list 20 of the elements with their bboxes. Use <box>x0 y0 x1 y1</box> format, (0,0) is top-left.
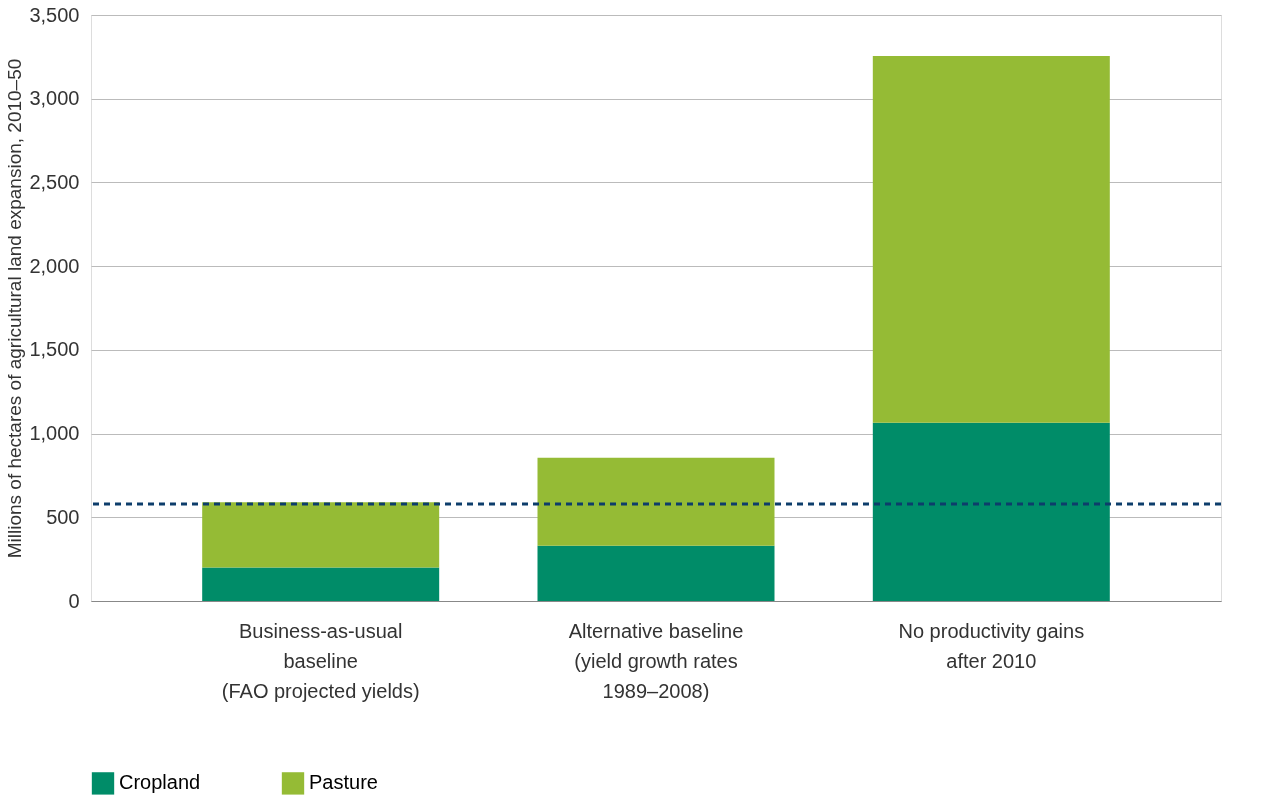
legend-label: Pasture <box>309 771 378 794</box>
bar <box>537 545 775 601</box>
y-tick-label: 1,500 <box>29 338 80 361</box>
legend-label: Cropland <box>119 771 201 794</box>
bar <box>202 567 440 601</box>
bar <box>872 422 1110 601</box>
x-tick-label: Alternative baseline (yield growth rates 1989–2008) <box>568 619 744 702</box>
y-tick-label: 2,000 <box>29 254 80 277</box>
y-tick-label: 2,500 <box>29 170 80 193</box>
bar <box>202 502 440 568</box>
y-tick-label: 0 <box>68 589 80 612</box>
bar <box>872 56 1110 423</box>
y-tick-label: 3,000 <box>29 87 80 110</box>
x-tick-label: No productivity gains after 2010 <box>898 619 1085 672</box>
y-tick-label: 3,500 <box>29 3 80 26</box>
x-tick-label: Business-as-usual baseline (FAO projected yields) <box>221 619 420 702</box>
y-tick-label: 1,000 <box>29 422 80 445</box>
bar <box>537 457 775 546</box>
y-axis-title: Millions of hectares of agricultural land expansion, 2010–50 <box>4 58 26 559</box>
y-tick-label: 500 <box>46 505 80 528</box>
